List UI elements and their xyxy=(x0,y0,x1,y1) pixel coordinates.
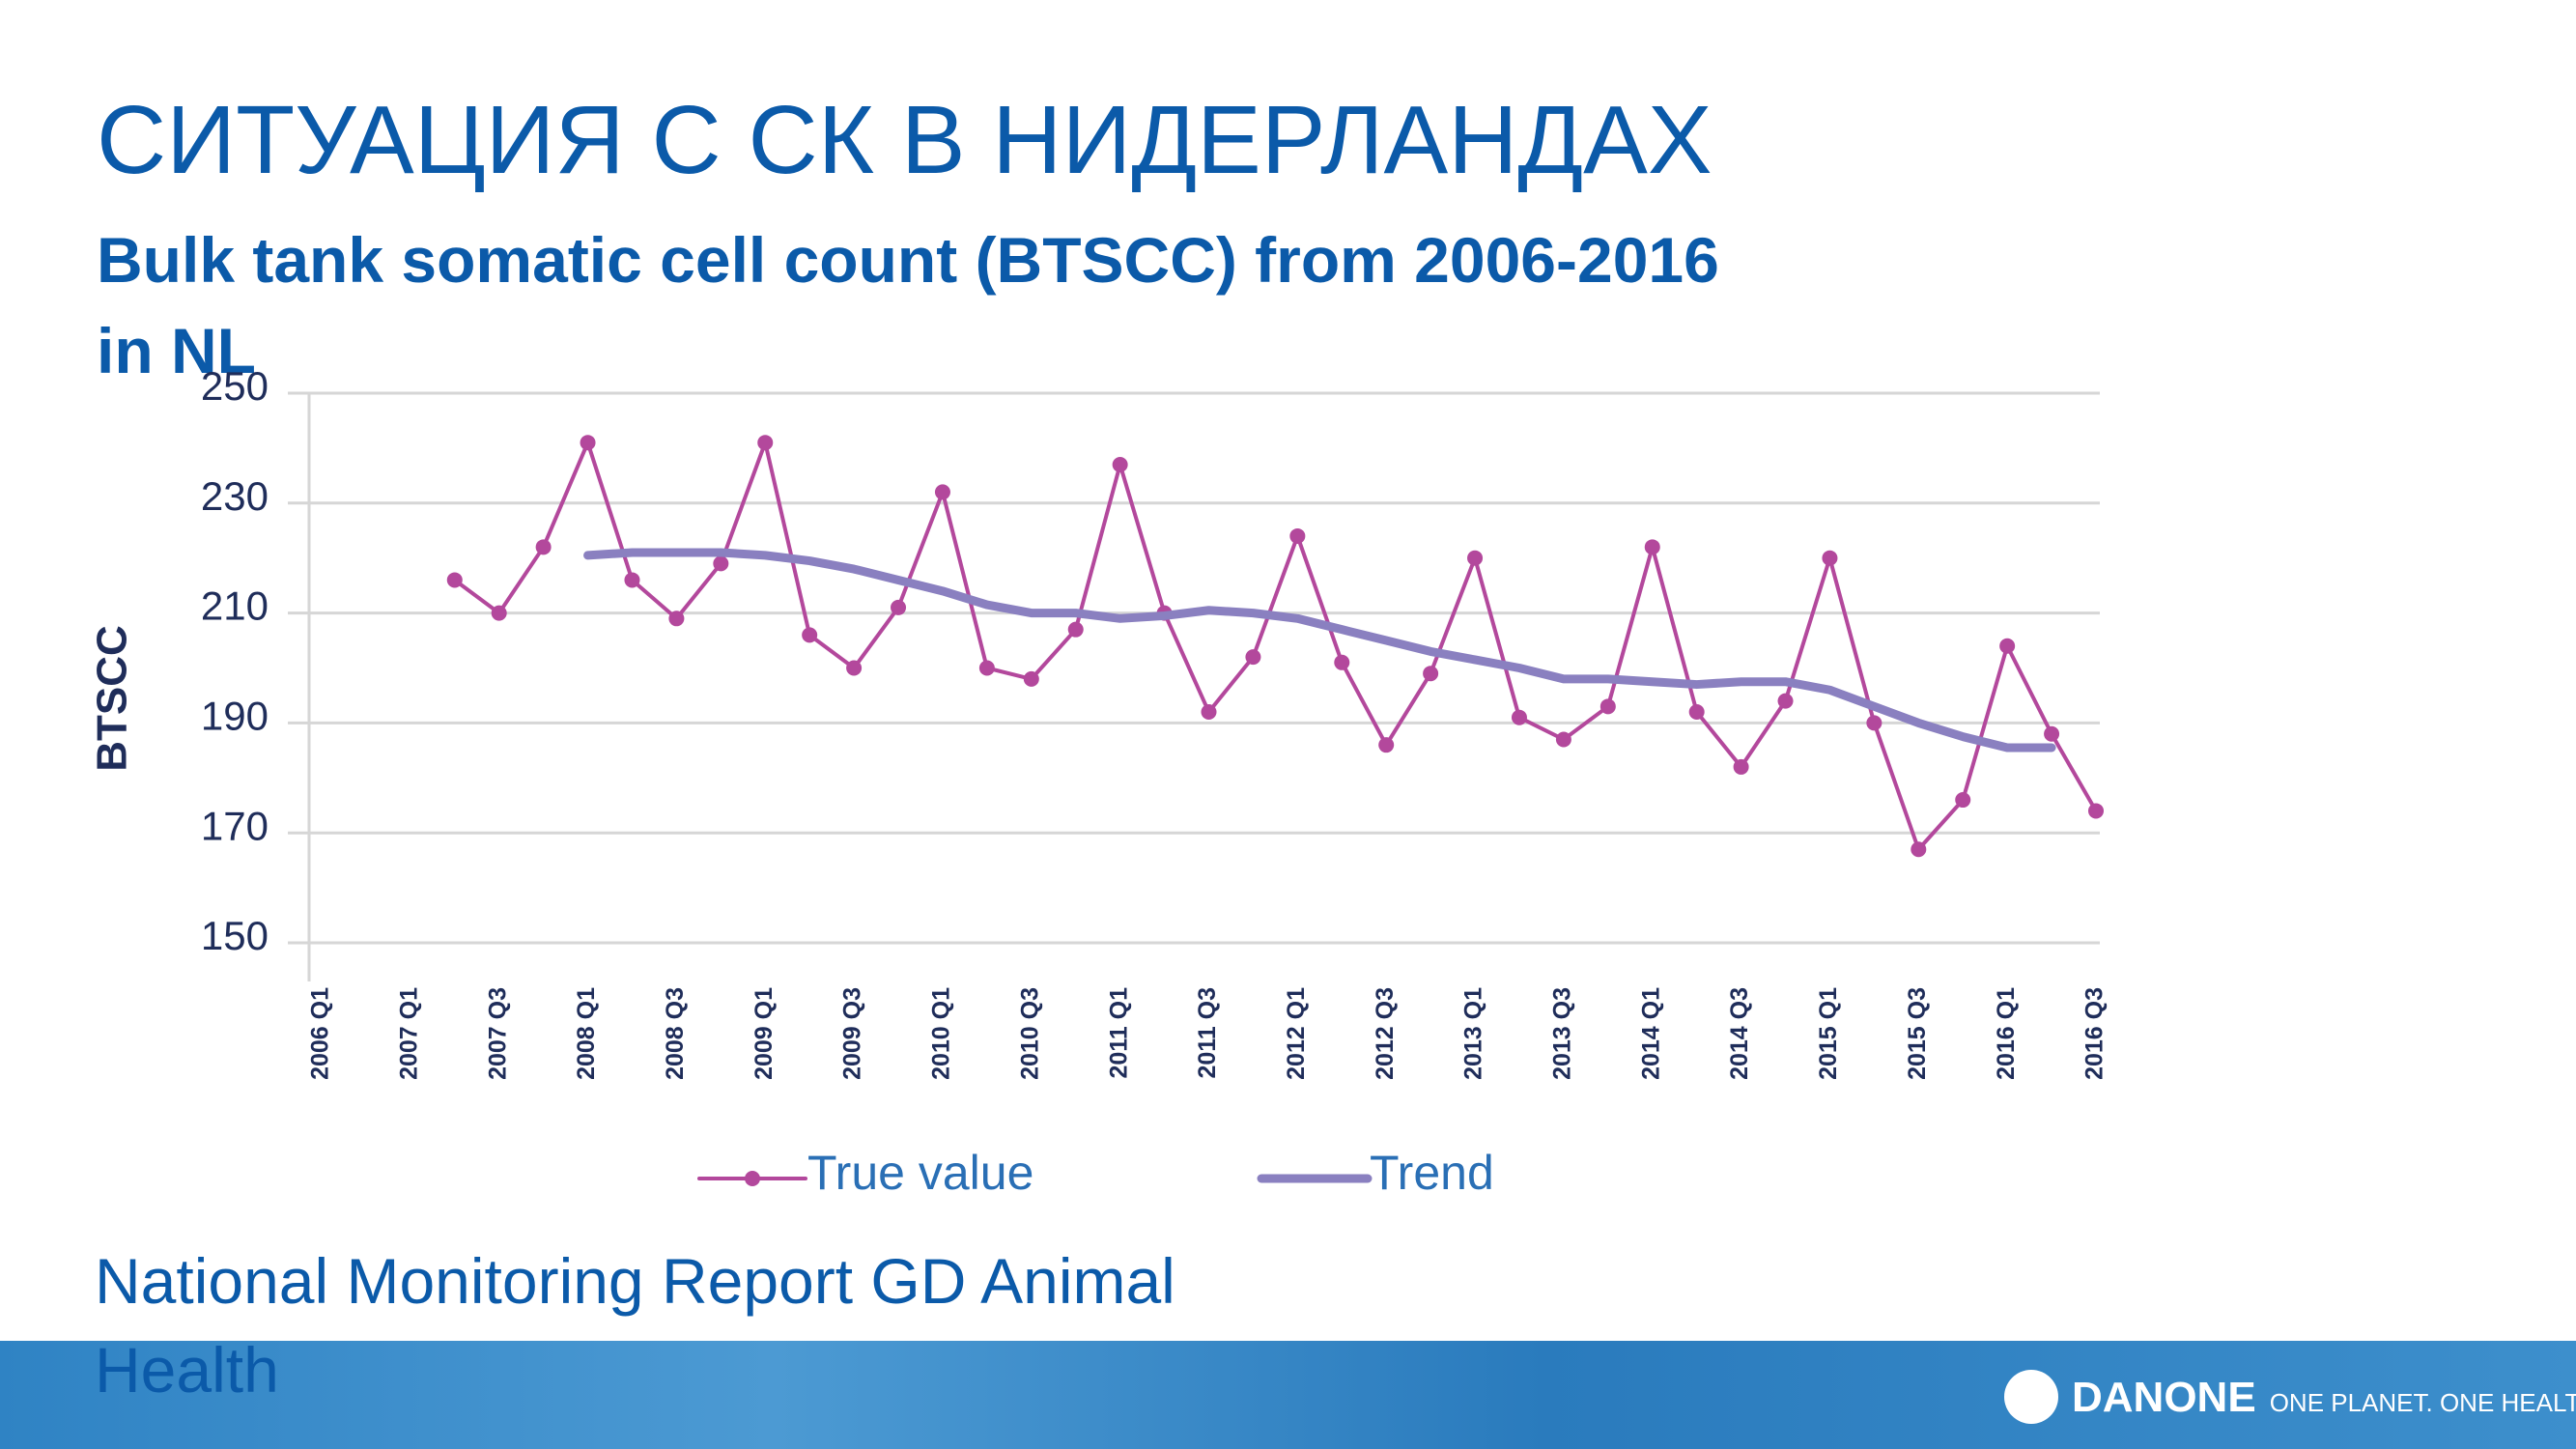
data-point xyxy=(2044,725,2060,742)
x-tick-label: 2008 Q3 xyxy=(662,987,689,1080)
x-tick-label: 2013 Q3 xyxy=(1549,987,1576,1080)
x-tick-label: 2016 Q3 xyxy=(2081,987,2109,1080)
x-tick-label: 2012 Q3 xyxy=(1372,987,1399,1080)
data-point xyxy=(1777,693,1794,709)
y-axis-label: BTSCC xyxy=(89,625,136,772)
x-tick-label: 2016 Q1 xyxy=(1993,987,2020,1080)
data-point xyxy=(1644,539,1660,555)
legend-label: Trend xyxy=(1370,1146,1494,1200)
data-point xyxy=(446,572,463,588)
x-tick-label: 2014 Q1 xyxy=(1637,987,1664,1080)
logo-slogan: ONE PLANET. ONE HEALTH xyxy=(2269,1388,2576,1417)
data-point xyxy=(1334,654,1350,670)
data-point xyxy=(668,611,685,627)
data-point xyxy=(535,539,552,555)
data-point xyxy=(891,599,907,615)
slide-subtitle: Bulk tank somatic cell count (BTSCC) fro… xyxy=(97,224,1719,386)
x-tick-label: 2009 Q1 xyxy=(750,987,778,1080)
x-tick-label: 2010 Q3 xyxy=(1016,987,1043,1080)
x-tick-label: 2015 Q1 xyxy=(1815,987,1842,1080)
data-point xyxy=(491,605,507,621)
data-point xyxy=(1378,737,1395,753)
data-point xyxy=(1067,621,1084,638)
x-tick-label: 2013 Q1 xyxy=(1460,987,1487,1080)
data-point xyxy=(1511,709,1527,725)
data-point xyxy=(1423,666,1439,682)
data-point xyxy=(1599,698,1616,715)
x-tick-label: 2014 Q3 xyxy=(1726,987,1753,1080)
data-point xyxy=(624,572,640,588)
data-point xyxy=(1911,841,1927,858)
x-tick-label: 2010 Q1 xyxy=(928,987,955,1080)
data-point xyxy=(580,435,596,451)
y-tick-label: 230 xyxy=(201,473,269,519)
data-point xyxy=(1955,792,1971,809)
legend-label: True value xyxy=(807,1146,1033,1200)
x-tick-label: 2006 Q1 xyxy=(307,987,334,1080)
legend-marker xyxy=(745,1171,760,1186)
data-point xyxy=(934,484,950,500)
x-tick-label: 2008 Q1 xyxy=(573,987,600,1080)
data-point xyxy=(802,627,818,643)
x-tick-label: 2007 Q1 xyxy=(395,987,422,1080)
logo-globe xyxy=(2004,1370,2058,1424)
data-point xyxy=(1555,731,1571,748)
data-point xyxy=(2088,803,2104,819)
slide-title: СИТУАЦИЯ С СК В НИДЕРЛАНДАХ xyxy=(97,86,1713,194)
y-tick-label: 150 xyxy=(201,913,269,958)
data-point xyxy=(757,435,774,451)
data-point xyxy=(1245,649,1261,666)
data-point xyxy=(713,555,729,572)
data-point xyxy=(1999,638,2016,654)
data-point xyxy=(1112,456,1128,472)
data-point xyxy=(1866,715,1882,731)
y-tick-label: 170 xyxy=(201,803,269,848)
x-tick-label: 2009 Q3 xyxy=(839,987,866,1080)
series-line xyxy=(452,440,2098,852)
source-note: National Monitoring Report GD Animal Hea… xyxy=(95,1245,1175,1406)
footer-band xyxy=(0,1341,2576,1449)
logo-brand: DANONE xyxy=(2072,1374,2256,1421)
x-tick-label: 2007 Q3 xyxy=(484,987,511,1080)
data-point xyxy=(1023,670,1039,687)
data-point xyxy=(1289,527,1306,544)
data-point xyxy=(1822,550,1838,566)
y-tick-label: 210 xyxy=(201,583,269,629)
data-point xyxy=(846,660,863,676)
y-tick-label: 250 xyxy=(201,363,269,409)
data-point xyxy=(978,660,995,676)
data-point xyxy=(1467,550,1484,566)
data-point xyxy=(1201,704,1217,721)
logo: DANONE ONE PLANET. ONE HEALTH xyxy=(2004,1370,2576,1424)
x-tick-label: 2015 Q3 xyxy=(1904,987,1931,1080)
y-tick-label: 190 xyxy=(201,693,269,738)
x-tick-label: 2011 Q1 xyxy=(1105,987,1132,1079)
x-tick-label: 2011 Q3 xyxy=(1194,987,1221,1079)
data-point xyxy=(1733,758,1749,775)
x-tick-label: 2012 Q1 xyxy=(1283,987,1310,1080)
data-point xyxy=(1688,704,1705,721)
series-line xyxy=(583,548,2056,753)
